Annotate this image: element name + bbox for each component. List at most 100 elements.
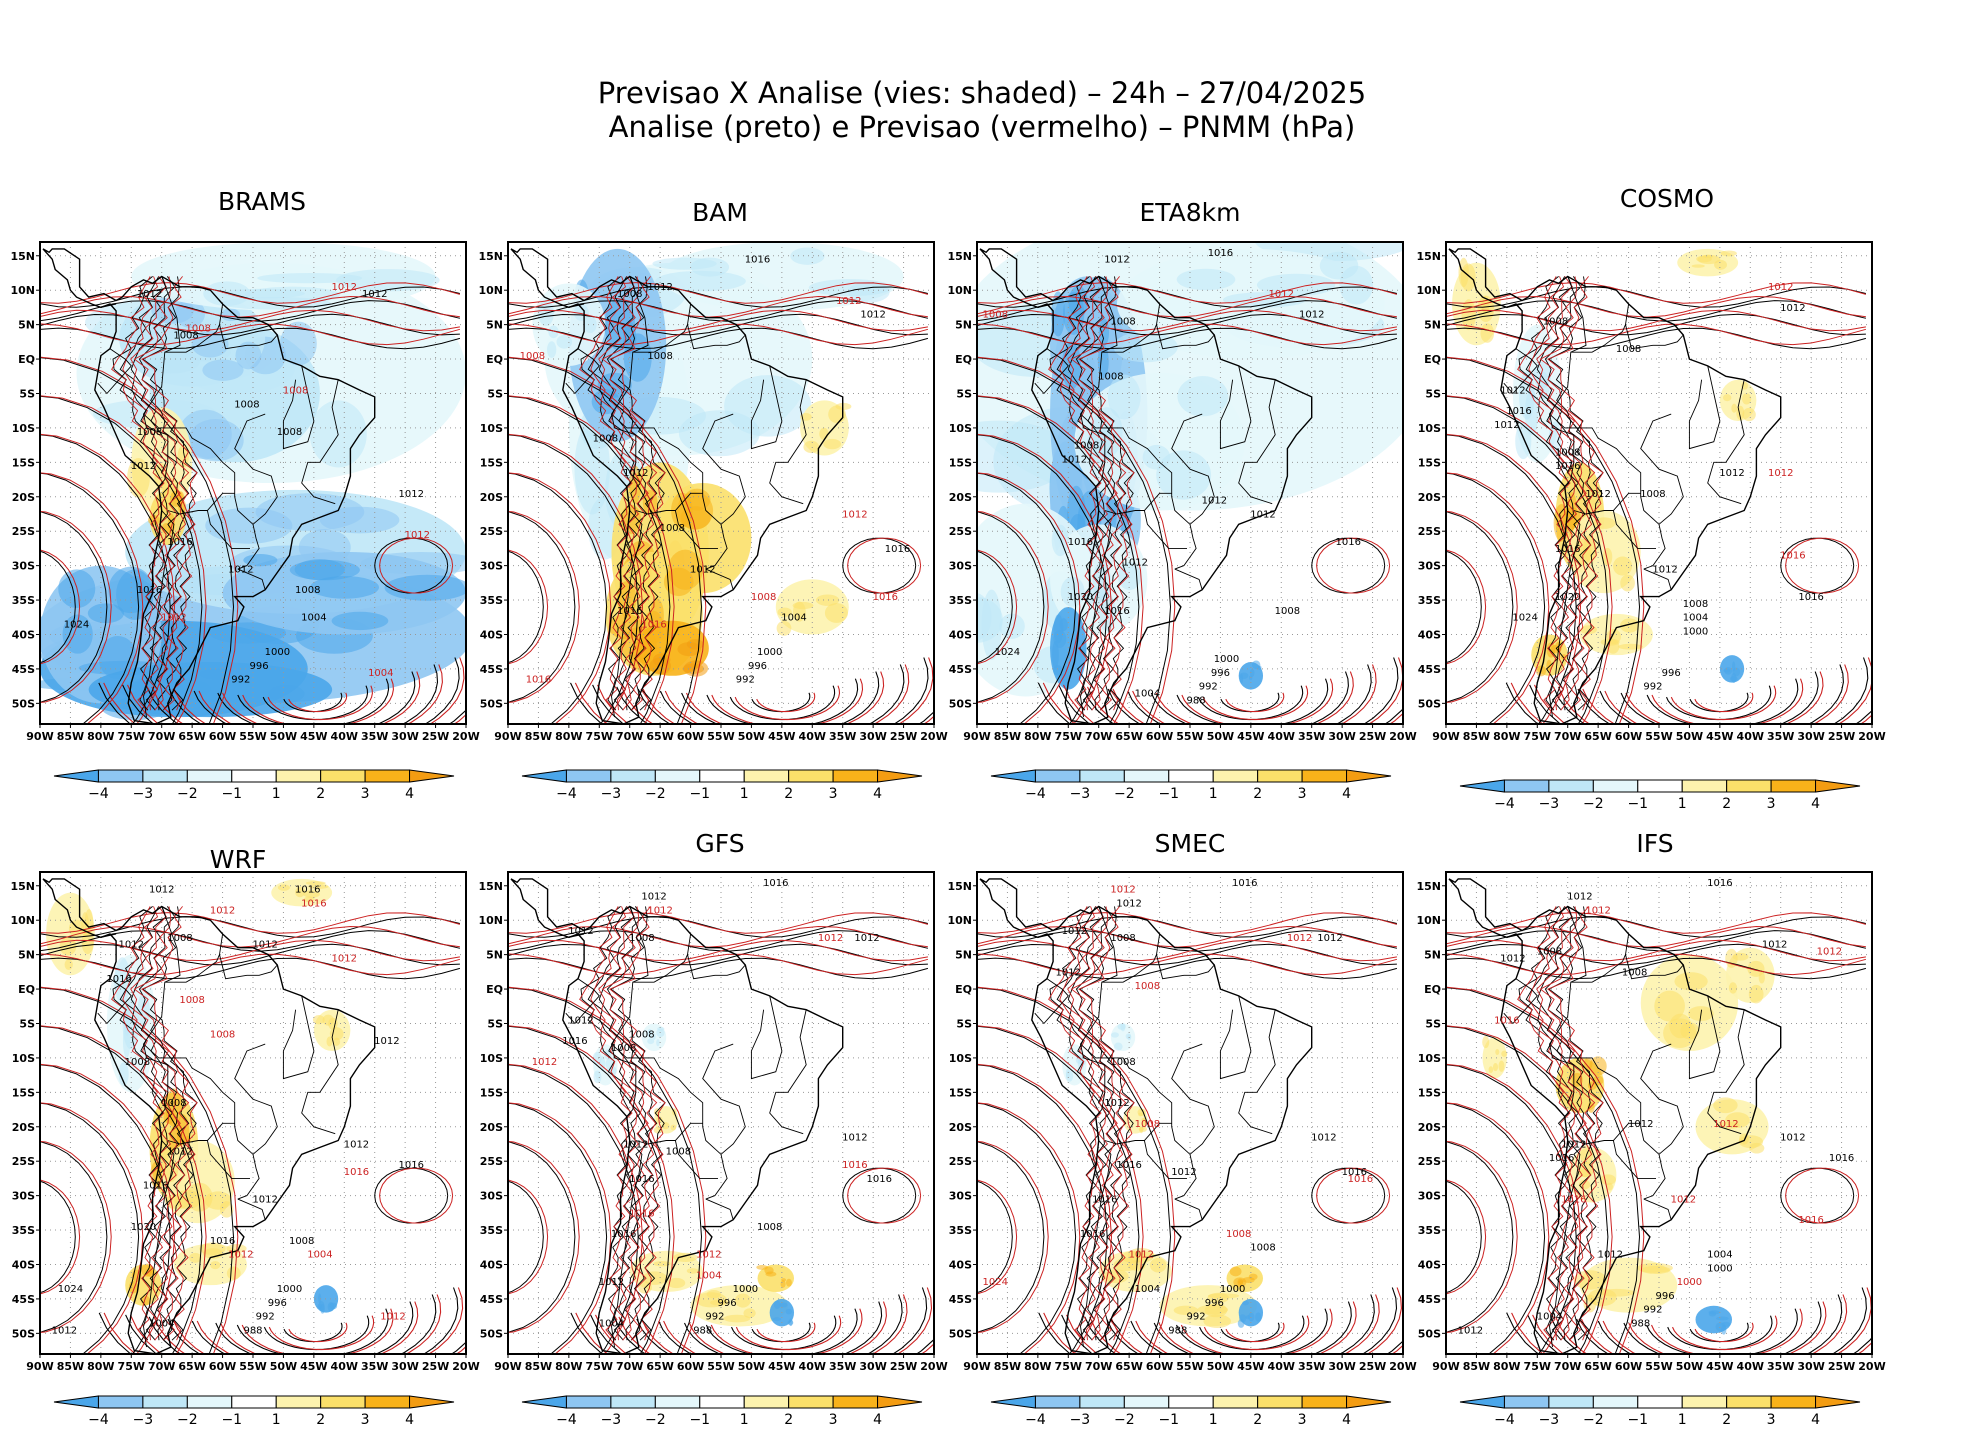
colorbar-label: 3 xyxy=(1767,1412,1776,1428)
bias-speck xyxy=(677,642,702,657)
colorbar-label: 4 xyxy=(1342,786,1351,802)
bias-speck xyxy=(1061,665,1070,687)
map-area: 1016 1016 1012 1012 1012 1008 1012 1012 1008 1016… xyxy=(40,856,466,1354)
bias-speck xyxy=(1339,265,1374,305)
isobar-label: 1024 xyxy=(64,620,89,631)
island-icon xyxy=(1523,863,1527,867)
isobar xyxy=(977,953,1398,976)
bias-speck xyxy=(319,506,400,534)
lat-tick-label: 20S xyxy=(949,1121,972,1134)
isobar xyxy=(508,313,928,336)
bias-speck xyxy=(317,1303,322,1309)
isobar-label: 1008 xyxy=(1110,317,1135,328)
lat-tick-label: EQ xyxy=(486,983,503,996)
bias-speck xyxy=(1480,323,1495,343)
isobar xyxy=(1785,1167,1860,1224)
lat-tick-label: 10S xyxy=(480,1052,503,1065)
isobar-label: 988 xyxy=(1631,1318,1650,1329)
colorbar-label: −4 xyxy=(1025,1412,1046,1428)
lat-tick-label: 40S xyxy=(12,628,35,641)
colorbar-segment xyxy=(1123,1395,1170,1409)
isobar-label: 1016 xyxy=(1555,461,1580,472)
colorbar-label: 3 xyxy=(361,786,370,802)
country-border xyxy=(282,995,315,1080)
isobar-label: 1008 xyxy=(289,1236,314,1247)
isobar-label: 1012 xyxy=(1585,905,1610,916)
colorbar-segment xyxy=(142,769,188,783)
continent-outline xyxy=(42,878,376,1354)
bias-speck xyxy=(655,270,746,292)
island-icon xyxy=(585,233,589,237)
colorbar-segment xyxy=(1168,1395,1214,1409)
isobar xyxy=(508,939,928,962)
isobar-label: 1008 xyxy=(1683,599,1708,610)
lat-tick-label: 5N xyxy=(486,949,503,962)
isobar-label: 988 xyxy=(1168,1325,1187,1336)
island-icon xyxy=(652,233,656,237)
bias-speck xyxy=(604,298,636,351)
lon-tick-label: 50W xyxy=(738,730,765,743)
isobar-label: 1012 xyxy=(332,282,357,293)
bias-speck xyxy=(1674,972,1708,991)
lon-tick-label: 70W xyxy=(616,730,643,743)
country-border xyxy=(100,933,117,938)
bias-speck xyxy=(1732,952,1749,961)
lon-tick-label: 45W xyxy=(768,730,795,743)
bias-speck xyxy=(653,1260,671,1267)
bias-speck xyxy=(1495,1048,1500,1056)
isobar xyxy=(590,276,640,711)
colorbar-label: −2 xyxy=(177,1412,198,1428)
isobar-label: 1008 xyxy=(983,310,1008,321)
lon-tick-label: 25W xyxy=(1359,730,1386,743)
country-border xyxy=(1612,510,1656,549)
axis-ticks: 15N 10N 5N EQ 5S 10S 15S 20S 25S 30S 35S 40S 45S 50S 9… xyxy=(1416,880,1885,1373)
isobar xyxy=(40,987,235,1354)
colorbar-segment xyxy=(231,1395,277,1409)
country-border xyxy=(143,510,175,718)
isobar xyxy=(508,550,544,664)
bias-speck xyxy=(772,1317,782,1322)
isobar-label: 1016 xyxy=(301,898,326,909)
isobar-label: 1008 xyxy=(173,330,198,341)
colorbar-segment xyxy=(1637,779,1683,793)
lat-tick-label: 25S xyxy=(1418,525,1441,538)
colorbar-segment xyxy=(275,769,322,783)
bias-speck xyxy=(1620,574,1635,592)
isobar-label: 1012 xyxy=(854,933,879,944)
lon-tick-label: 85W xyxy=(525,730,552,743)
isobar xyxy=(220,1301,419,1354)
country-border xyxy=(100,303,117,308)
isobar xyxy=(977,957,1398,980)
colorbar-label: 4 xyxy=(873,786,882,802)
isobar xyxy=(842,1167,917,1224)
bias-speck xyxy=(785,1308,792,1315)
isobar-label: 1016 xyxy=(210,1236,235,1247)
bias-speck xyxy=(1654,990,1685,1022)
isobar-label: 1012 xyxy=(842,509,867,520)
colorbar-label: −2 xyxy=(1583,1412,1604,1428)
isobar xyxy=(138,276,190,711)
lat-tick-label: 30S xyxy=(480,1190,503,1203)
isobar xyxy=(1780,1167,1855,1224)
lon-tick-label: 50W xyxy=(1676,1360,1703,1373)
isobar xyxy=(977,550,1013,664)
island-icon xyxy=(148,856,152,860)
country-border xyxy=(702,413,746,525)
isobar xyxy=(379,1167,454,1224)
lat-tick-label: 15N xyxy=(478,880,503,893)
colorbar-segment xyxy=(1681,779,1728,793)
lon-tick-label: 25W xyxy=(422,1360,449,1373)
colorbar-segment xyxy=(565,1395,612,1409)
colorbar-label: 1 xyxy=(1209,1412,1218,1428)
lat-tick-label: 10S xyxy=(949,422,972,435)
colorbar-segment xyxy=(654,1395,701,1409)
isobar xyxy=(977,357,1172,724)
island-icon xyxy=(1523,233,1527,237)
lat-tick-label: 5S xyxy=(1425,387,1441,400)
lon-tick-label: 55W xyxy=(1645,730,1672,743)
isobar-labels: 1016 1016 1012 1012 1012 1008 1012 1012 1008 1016… xyxy=(52,885,424,1337)
lat-tick-label: 5S xyxy=(956,1017,972,1030)
isobar xyxy=(1132,664,1377,724)
country-border xyxy=(1219,365,1252,450)
colorbar-arrow-left xyxy=(521,1395,567,1409)
